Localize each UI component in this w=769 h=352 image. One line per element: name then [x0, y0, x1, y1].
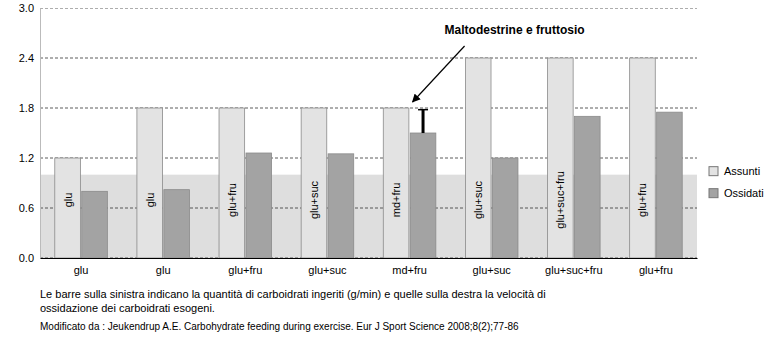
bar-label: glu+fru	[636, 183, 648, 217]
y-tick: 2.4	[19, 52, 40, 64]
bar	[574, 116, 600, 258]
marks	[40, 8, 697, 258]
x-tick: glu+suc	[308, 258, 347, 276]
y-tick: 1.8	[19, 102, 40, 114]
source: Modificato da : Jeukendrup A.E. Carbohyd…	[40, 321, 519, 332]
y-axis: 0.0 0.6 1.2 1.8 2.4 3.0	[19, 2, 41, 264]
bar	[383, 108, 409, 258]
x-tick: glu+fru	[639, 258, 673, 276]
legend-label: Assunti	[724, 165, 760, 177]
x-axis: glu glu glu+fru glu+suc md+fru glu+suc glu+suc…	[41, 258, 698, 276]
error-stem	[422, 110, 425, 133]
series-1	[82, 110, 682, 258]
legend-item: Assunti	[709, 165, 760, 177]
bar-label: glu+fru	[226, 183, 238, 217]
grid	[40, 8, 697, 258]
bar-label: glu+suc+fru	[554, 171, 566, 228]
bar	[630, 58, 656, 258]
series-0	[55, 58, 655, 258]
grid-line	[40, 8, 697, 9]
bar-label: glu	[144, 193, 156, 208]
legend-swatch	[709, 167, 718, 176]
x-tick: glu	[156, 258, 171, 276]
y-tick-label: 2.4	[19, 52, 34, 64]
error-bar	[418, 110, 428, 133]
legend-item: Ossidati	[709, 187, 764, 199]
x-tick: glu	[74, 258, 89, 276]
y-tick: 0.0	[19, 252, 40, 264]
y-tick-label: 1.2	[19, 152, 34, 164]
bar	[82, 191, 108, 258]
bar	[301, 108, 327, 258]
bar	[657, 112, 683, 258]
x-tick-label: glu+suc	[308, 264, 347, 276]
bar-label: md+fru	[390, 183, 402, 218]
y-tick: 1.2	[19, 152, 40, 164]
y-axis-line	[40, 9, 41, 259]
bar-label: glu	[62, 193, 74, 208]
plot: glu glu glu+fru glu+suc md+fru glu+suc glu+suc…	[19, 2, 698, 276]
bar	[492, 158, 518, 258]
bar	[164, 190, 190, 258]
annotation-arrow	[413, 46, 465, 102]
x-axis-line	[41, 258, 698, 259]
caption-line: Le barre sulla sinistra indicano la quan…	[40, 288, 546, 300]
y-tick-label: 0.0	[19, 252, 34, 264]
bar	[328, 154, 354, 258]
x-tick-label: glu+fru	[639, 264, 673, 276]
y-tick: 0.6	[19, 202, 40, 214]
bar-inner-labels: glu glu glu+fru glu+suc md+fru glu+suc glu+suc…	[62, 171, 649, 228]
y-tick-label: 1.8	[19, 102, 34, 114]
x-tick: glu+suc	[473, 258, 512, 276]
x-tick-label: glu+suc+fru	[545, 264, 602, 276]
grid-line	[40, 58, 697, 59]
chart: glu glu glu+fru glu+suc md+fru glu+suc glu+suc…	[0, 0, 769, 352]
x-tick-label: glu+fru	[228, 264, 262, 276]
x-tick-label: glu	[74, 264, 89, 276]
y-tick-label: 3.0	[19, 2, 34, 14]
y-tick-label: 0.6	[19, 202, 34, 214]
caption-line: ossidazione dei carboidrati esogeni.	[40, 302, 215, 314]
annotation-text: Maltodestrine e fruttosio	[445, 23, 585, 37]
x-tick-label: glu	[156, 264, 171, 276]
bar	[246, 153, 272, 258]
x-tick: md+fru	[392, 258, 427, 276]
x-tick: glu+suc+fru	[545, 258, 602, 276]
bar	[410, 133, 436, 258]
error-cap	[418, 109, 428, 111]
x-tick-label: glu+suc	[473, 264, 512, 276]
x-tick-label: md+fru	[392, 264, 427, 276]
bar	[219, 108, 245, 258]
annotation: Maltodestrine e fruttosio	[413, 23, 585, 102]
bar	[548, 58, 574, 258]
y-tick: 3.0	[19, 2, 40, 14]
bar	[137, 108, 163, 258]
x-tick: glu+fru	[228, 258, 262, 276]
legend-swatch	[709, 189, 718, 198]
bar	[55, 158, 81, 258]
legend-label: Ossidati	[724, 187, 764, 199]
bar-label: glu+suc	[308, 180, 320, 219]
legend: Assunti Ossidati	[709, 165, 764, 199]
bar	[465, 58, 491, 258]
bar-label: glu+suc	[472, 180, 484, 219]
caption: Le barre sulla sinistra indicano la quan…	[40, 288, 546, 332]
